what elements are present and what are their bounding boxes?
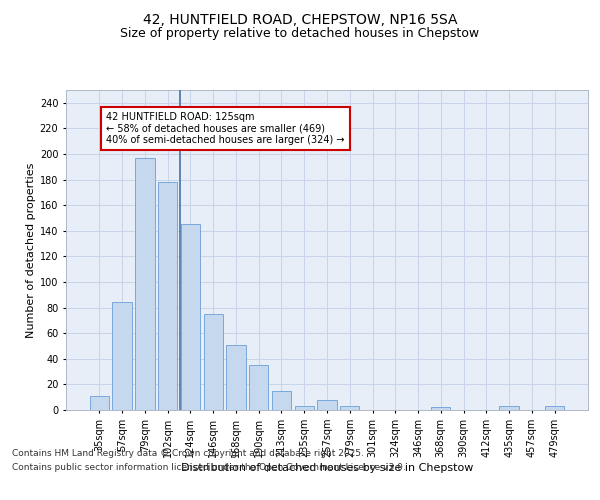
Bar [112,302,132,410]
Bar [272,391,291,410]
Bar [431,408,451,410]
Bar [295,406,314,410]
Text: 42 HUNTFIELD ROAD: 125sqm
← 58% of detached houses are smaller (469)
40% of semi: 42 HUNTFIELD ROAD: 125sqm ← 58% of detac… [106,112,345,145]
Text: Size of property relative to detached houses in Chepstow: Size of property relative to detached ho… [121,28,479,40]
Bar [226,344,245,410]
Bar [499,406,519,410]
Text: Contains HM Land Registry data © Crown copyright and database right 2025.: Contains HM Land Registry data © Crown c… [12,448,364,458]
Bar [135,158,155,410]
Text: 42, HUNTFIELD ROAD, CHEPSTOW, NP16 5SA: 42, HUNTFIELD ROAD, CHEPSTOW, NP16 5SA [143,12,457,26]
Bar [90,396,109,410]
Y-axis label: Number of detached properties: Number of detached properties [26,162,35,338]
Bar [340,406,359,410]
X-axis label: Distribution of detached houses by size in Chepstow: Distribution of detached houses by size … [181,462,473,472]
Text: Contains public sector information licensed under the Open Government Licence v3: Contains public sector information licen… [12,464,406,472]
Bar [545,406,564,410]
Bar [203,314,223,410]
Bar [317,400,337,410]
Bar [181,224,200,410]
Bar [249,365,268,410]
Bar [158,182,178,410]
